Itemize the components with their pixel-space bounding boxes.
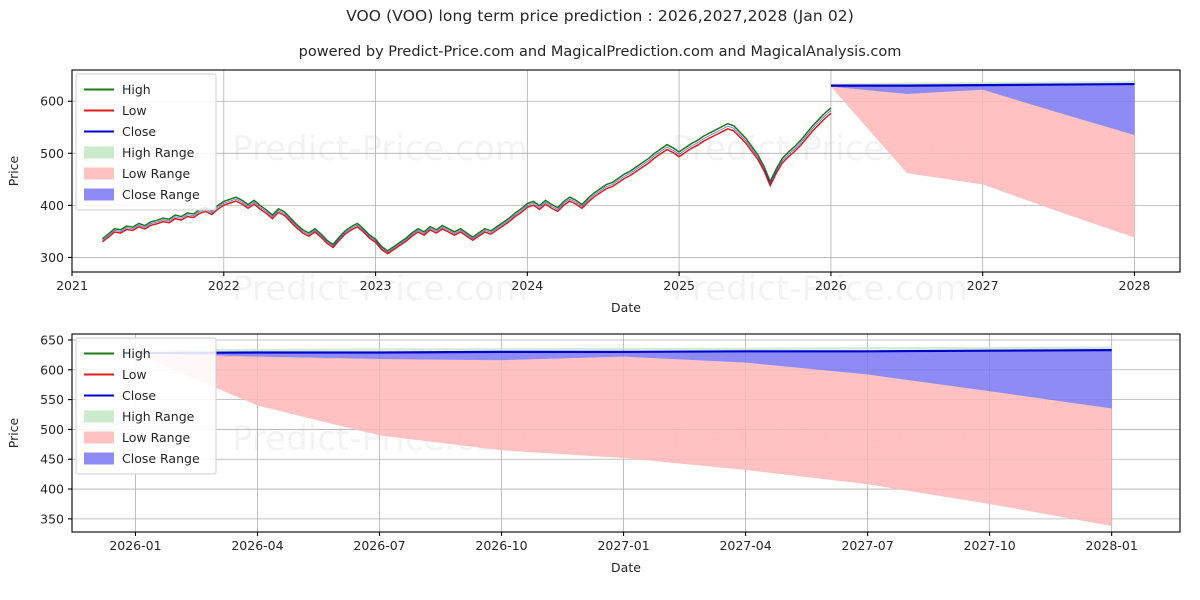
high-range-band	[830, 80, 1135, 86]
legend-swatch-patch	[84, 431, 114, 444]
y-tick-label: 650	[40, 332, 64, 347]
x-tick-label: 2025	[663, 278, 695, 293]
legend-swatch-patch	[84, 167, 114, 180]
legend-item-label: Low Range	[122, 430, 191, 445]
x-tick-label: 2026-07	[353, 538, 405, 553]
close-range-band	[830, 84, 1135, 136]
x-tick-label: 2027-04	[719, 538, 771, 553]
x-tick-label: 2028-01	[1086, 538, 1138, 553]
x-tick-label: 2028	[1119, 278, 1151, 293]
watermark: Predict-Price.com	[232, 269, 528, 309]
plot-frame	[71, 69, 1181, 273]
y-axis-label: Price	[6, 417, 21, 448]
x-tick-label: 2026-04	[231, 538, 283, 553]
legend-swatch-patch	[84, 188, 114, 201]
x-tick-label: 2024	[511, 278, 543, 293]
close-forecast-line	[135, 349, 1112, 355]
y-tick-label: 600	[40, 362, 64, 377]
low-range-band	[135, 353, 1112, 527]
x-tick-label: 2023	[360, 278, 392, 293]
legend-item-label: High Range	[122, 409, 195, 424]
legend-item-label: High	[122, 82, 151, 97]
legend-item-label: Low	[122, 103, 147, 118]
x-tick-label: 2022	[208, 278, 240, 293]
y-tick-label: 450	[40, 452, 64, 467]
forecast-detail-chart: Predict-Price.comPredict-Price.com350400…	[6, 332, 1181, 575]
legend-item-label: Close	[122, 388, 156, 403]
x-axis-label: Date	[611, 560, 641, 575]
y-tick-label: 300	[40, 250, 64, 265]
y-tick-label: 400	[40, 198, 64, 213]
y-tick-label: 500	[40, 422, 64, 437]
legend-item-label: Close	[122, 124, 156, 139]
y-tick-label: 550	[40, 392, 64, 407]
x-tick-label: 2027-07	[841, 538, 893, 553]
close-range-band	[135, 350, 1112, 409]
legend-item-label: Close Range	[122, 187, 200, 202]
legend-item-label: Low Range	[122, 166, 191, 181]
x-tick-label: 2021	[56, 278, 88, 293]
x-tick-label: 2026-10	[475, 538, 527, 553]
high-history-line	[101, 107, 832, 252]
y-tick-label: 400	[40, 482, 64, 497]
x-tick-label: 2027-10	[964, 538, 1016, 553]
plot-frame	[71, 333, 1181, 533]
page-title: VOO (VOO) long term price prediction : 2…	[346, 7, 854, 25]
watermark: Predict-Price.com	[672, 269, 968, 309]
x-tick-label: 2026	[815, 278, 847, 293]
legend-item-label: Close Range	[122, 451, 200, 466]
low-range-band	[830, 86, 1135, 238]
overview-chart: Predict-Price.com Predict-Price.com Predic…	[6, 69, 1181, 315]
legend-swatch-patch	[84, 452, 114, 465]
legend-swatch-patch	[84, 146, 114, 159]
y-tick-label: 600	[40, 94, 64, 109]
x-tick-label: 2027-01	[597, 538, 649, 553]
legend-item-label: High	[122, 346, 151, 361]
x-tick-label: 2027	[967, 278, 999, 293]
x-axis-label: Date	[611, 300, 641, 315]
close-forecast-line	[830, 82, 1135, 87]
y-axis-label: Price	[6, 155, 21, 186]
close-history-line	[102, 110, 832, 253]
page-subtitle: powered by Predict-Price.com and Magical…	[298, 44, 902, 60]
x-tick-label: 2026-01	[109, 538, 161, 553]
legend-item-label: High Range	[122, 145, 195, 160]
low-history-line	[101, 112, 832, 255]
y-tick-label: 350	[40, 511, 64, 526]
high-range-band	[135, 346, 1112, 352]
watermark: Predict-Price.com	[232, 129, 528, 169]
y-tick-label: 500	[40, 146, 64, 161]
legend-swatch-patch	[84, 410, 114, 423]
legend-item-label: Low	[122, 367, 147, 382]
